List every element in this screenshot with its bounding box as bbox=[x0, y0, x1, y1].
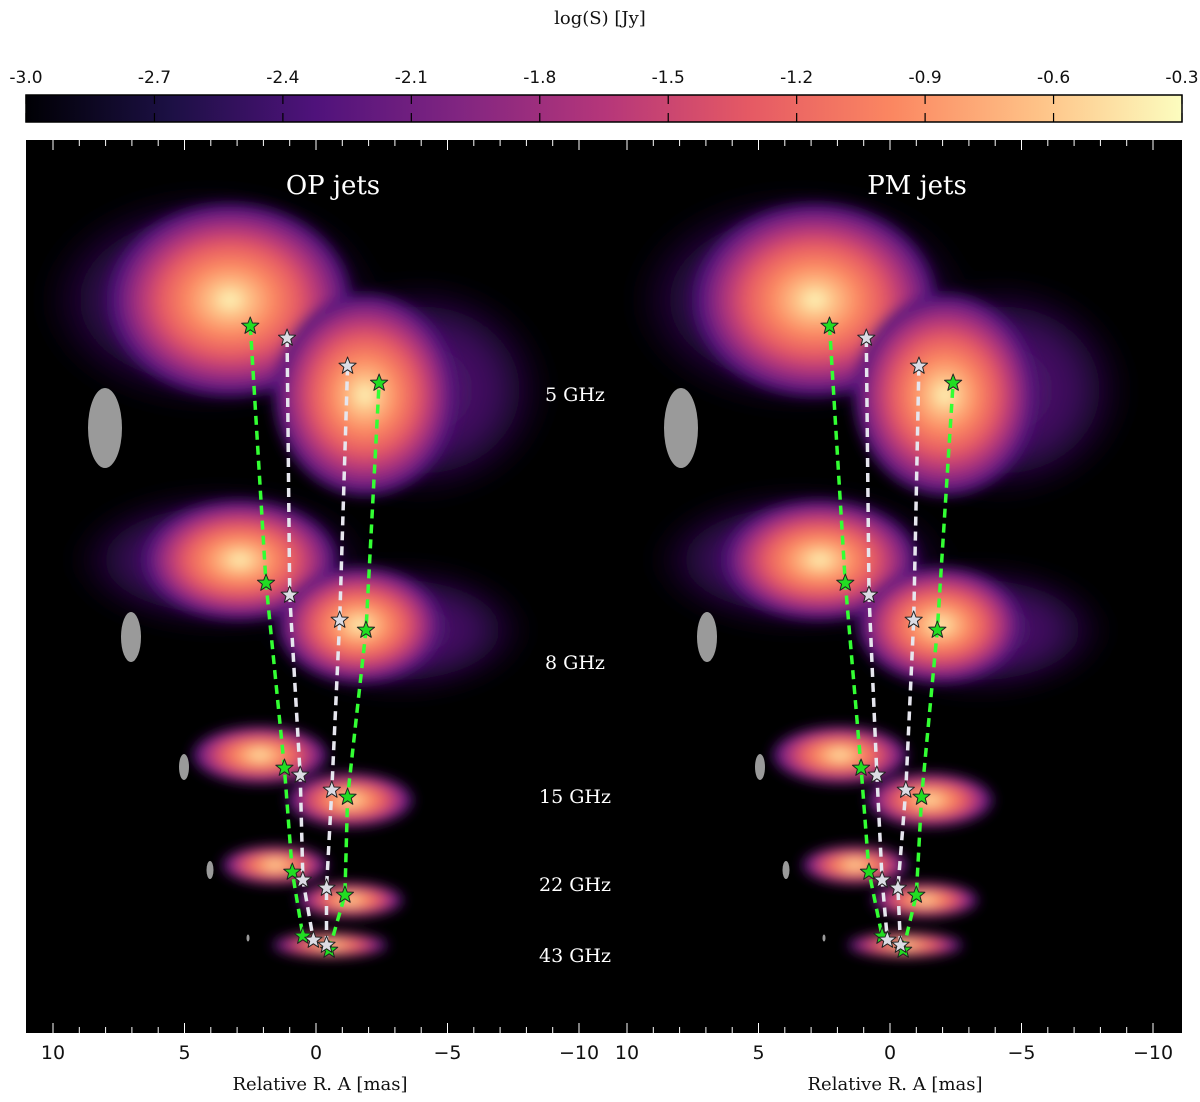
x-axis-label-right: Relative R. A [mas] bbox=[807, 1074, 982, 1095]
freq-label-8: 8 GHz bbox=[545, 652, 605, 674]
beam-ellipses bbox=[88, 388, 826, 942]
colorbar-label: log(S) [Jy] bbox=[554, 8, 646, 29]
x-tick-label: 5 bbox=[178, 1042, 190, 1064]
freq-label-5: 5 GHz bbox=[545, 384, 605, 406]
panel-op-emission bbox=[40, 190, 550, 958]
colorbar-ticks bbox=[25, 95, 1183, 122]
x-tick-label: −5 bbox=[1007, 1042, 1035, 1064]
x-axis-tick-labels: 10 5 0 −5 −10 10 5 0 −5 −10 bbox=[41, 1042, 1173, 1064]
x-tick-label: −5 bbox=[433, 1042, 461, 1064]
x-tick-label: 0 bbox=[884, 1042, 896, 1064]
colorbar-tick-label: -1.2 bbox=[780, 68, 813, 88]
x-axis-label-left: Relative R. A [mas] bbox=[232, 1074, 407, 1095]
beam-5ghz-pm bbox=[664, 388, 698, 468]
x-tick-label: 10 bbox=[615, 1042, 639, 1064]
beam-15ghz-op bbox=[179, 754, 189, 780]
colorbar-tick-label: -1.5 bbox=[652, 68, 685, 88]
freq-label-22: 22 GHz bbox=[539, 874, 611, 896]
colorbar-tick-label: -0.6 bbox=[1037, 68, 1070, 88]
beam-43ghz-op bbox=[246, 934, 250, 942]
colorbar-tick-labels: -3.0 -2.7 -2.4 -2.1 -1.8 -1.5 -1.2 -0.9 -0.6 -0.3 bbox=[9, 68, 1198, 88]
colorbar-tick-label: -0.3 bbox=[1165, 68, 1198, 88]
colorbar-tick-label: -3.0 bbox=[9, 68, 42, 88]
x-tick-label: −10 bbox=[1133, 1042, 1173, 1064]
freq-label-15: 15 GHz bbox=[539, 786, 611, 808]
beam-15ghz-pm bbox=[755, 754, 765, 780]
beam-22ghz-pm bbox=[782, 861, 790, 879]
x-tick-label: 0 bbox=[310, 1042, 322, 1064]
panel-title-op: OP jets bbox=[286, 171, 380, 201]
beam-8ghz-pm bbox=[697, 612, 717, 662]
colorbar-tick-label: -1.8 bbox=[523, 68, 556, 88]
panel-title-pm: PM jets bbox=[867, 171, 967, 201]
beam-8ghz-op bbox=[121, 612, 141, 662]
colorbar-tick-label: -2.4 bbox=[266, 68, 299, 88]
x-tick-label: −10 bbox=[559, 1042, 599, 1064]
beam-5ghz-op bbox=[88, 388, 122, 468]
freq-label-43: 43 GHz bbox=[539, 945, 611, 967]
colorbar-tick-label: -0.9 bbox=[909, 68, 942, 88]
x-axis-ticks bbox=[52, 140, 1154, 1033]
beam-43ghz-pm bbox=[822, 934, 826, 942]
x-tick-label: 10 bbox=[41, 1042, 65, 1064]
x-tick-label: 5 bbox=[752, 1042, 764, 1064]
beam-22ghz-op bbox=[206, 861, 214, 879]
colorbar bbox=[25, 94, 1183, 123]
colorbar-tick-label: -2.7 bbox=[138, 68, 171, 88]
panel-pm-emission bbox=[630, 190, 1130, 958]
colorbar-tick-label: -2.1 bbox=[395, 68, 428, 88]
